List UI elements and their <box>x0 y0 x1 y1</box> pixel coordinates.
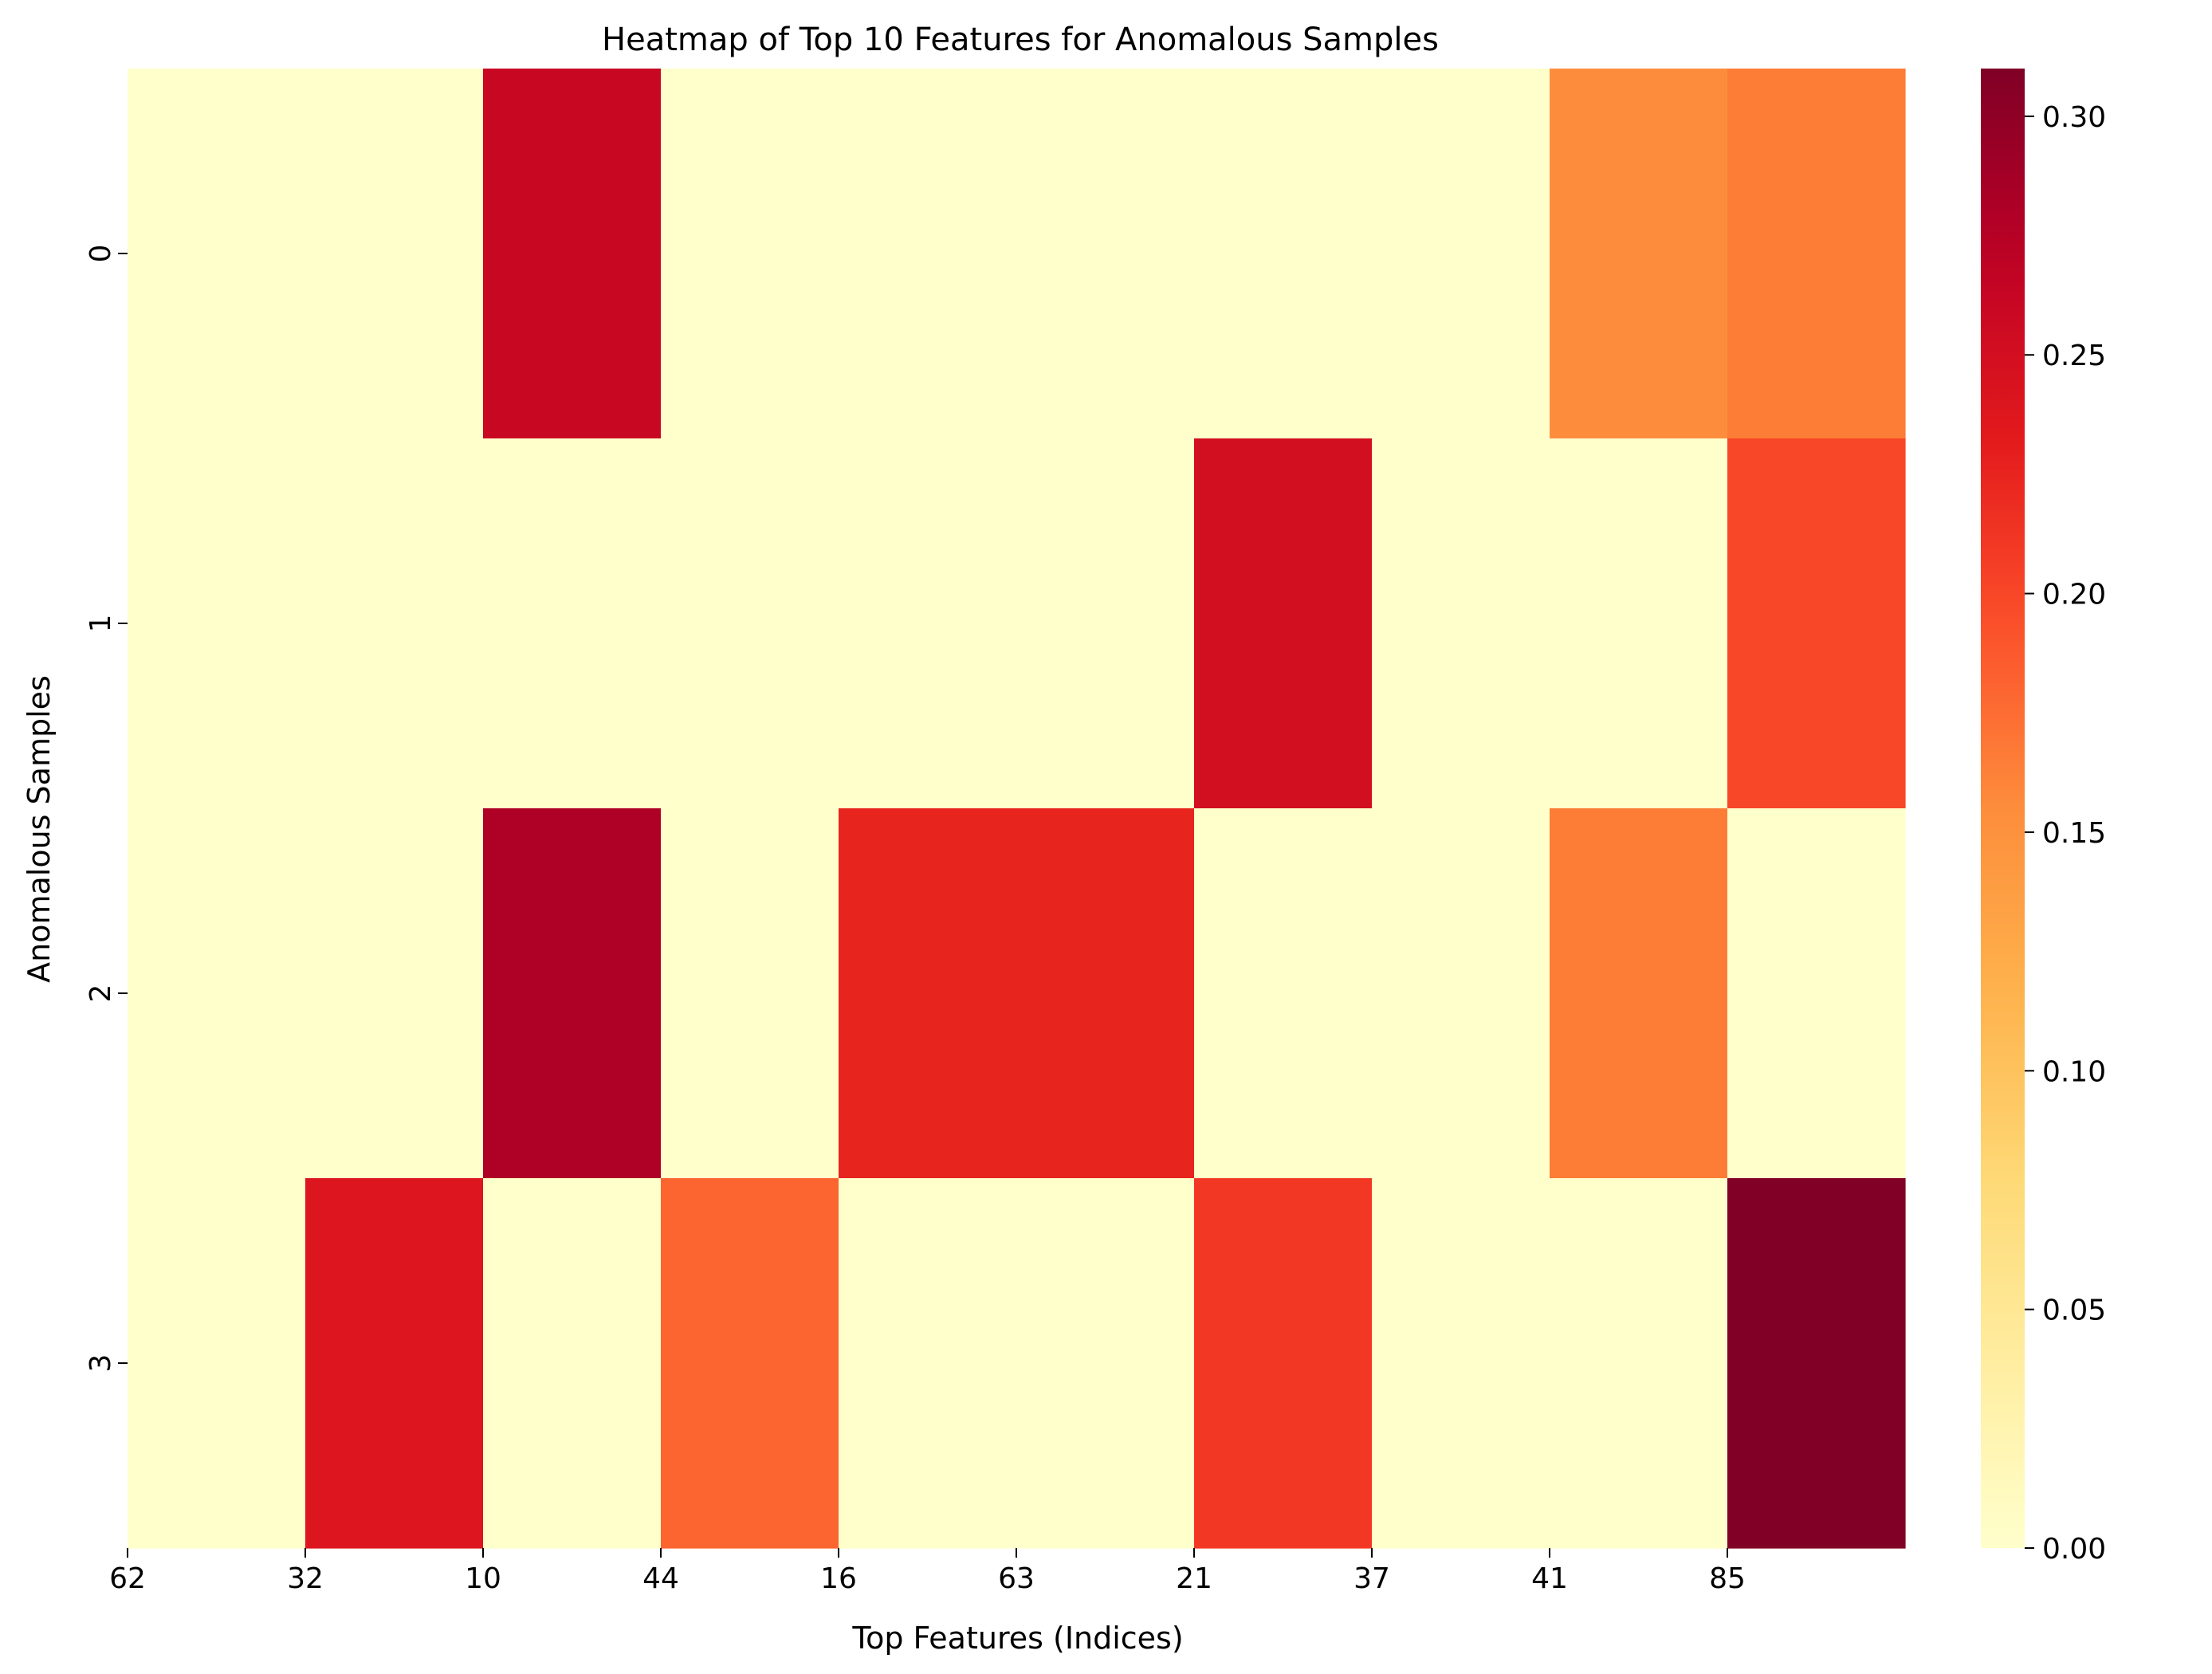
heatmap-cell <box>305 69 484 439</box>
heatmap-cell <box>839 1178 1017 1549</box>
heatmap-cell <box>1016 69 1195 439</box>
heatmap-cell <box>128 1178 306 1549</box>
heatmap-cell <box>1194 438 1373 809</box>
heatmap-cell <box>1372 808 1550 1179</box>
colorbar-tick-label: 0.00 <box>2042 1533 2106 1566</box>
x-tick-label: 21 <box>1176 1562 1212 1595</box>
y-tick-label: 3 <box>84 1354 117 1373</box>
heatmap-cell <box>483 1178 662 1549</box>
heatmap-cell <box>1727 808 1906 1179</box>
y-axis-label: Anomalous Samples <box>22 675 57 983</box>
heatmap-cell <box>128 438 306 809</box>
x-axis-ticks: 62 32 10 44 16 63 21 37 41 85 <box>109 1548 1746 1595</box>
x-tick-label: 10 <box>465 1562 501 1595</box>
x-tick-label: 44 <box>642 1562 679 1595</box>
y-tick-label: 2 <box>84 984 117 1003</box>
colorbar-tick-label: 0.20 <box>2042 579 2106 611</box>
heatmap-cell <box>1194 808 1373 1179</box>
heatmap-cell <box>305 438 484 809</box>
heatmap-cell <box>1727 69 1906 439</box>
heatmap-cell <box>1016 808 1195 1179</box>
colorbar-tick-label: 0.30 <box>2042 101 2106 134</box>
y-tick-label: 0 <box>84 245 117 263</box>
x-axis-label: Top Features (Indices) <box>851 1621 1183 1656</box>
heatmap-cell <box>483 438 662 809</box>
heatmap-cell <box>1016 1178 1195 1549</box>
heatmap-cell <box>1550 69 1728 439</box>
colorbar <box>1981 69 2025 1548</box>
heatmap-cell <box>839 69 1017 439</box>
colorbar-tick-label: 0.05 <box>2042 1295 2106 1327</box>
heatmap-cell <box>1550 438 1728 809</box>
heatmap-cell <box>128 808 306 1179</box>
heatmap-cell <box>305 808 484 1179</box>
colorbar-tick-label: 0.10 <box>2042 1055 2106 1088</box>
heatmap-cell <box>1727 1178 1906 1549</box>
heatmap-cell <box>1372 438 1550 809</box>
heatmap-cell <box>661 69 839 439</box>
x-tick-label: 85 <box>1709 1562 1746 1595</box>
heatmap-cell <box>483 808 662 1179</box>
heatmap-cell <box>661 1178 839 1549</box>
x-tick-label: 16 <box>820 1562 857 1595</box>
heatmap-cell <box>1194 1178 1373 1549</box>
x-tick-label: 62 <box>109 1562 146 1595</box>
heatmap-cell <box>661 808 839 1179</box>
heatmap-cell <box>1550 1178 1728 1549</box>
colorbar-tick-label: 0.15 <box>2042 817 2106 850</box>
heatmap-cell <box>1550 808 1728 1179</box>
x-tick-label: 41 <box>1531 1562 1568 1595</box>
x-tick-label: 37 <box>1354 1562 1390 1595</box>
heatmap-cell <box>128 69 306 439</box>
heatmap-cell <box>1372 1178 1550 1549</box>
heatmap-cell <box>483 69 662 439</box>
colorbar-ticks: 0.00 0.05 0.10 0.15 0.20 0.25 0.30 <box>2025 101 2106 1566</box>
heatmap-cell <box>839 808 1017 1179</box>
heatmap-cell <box>1016 438 1195 809</box>
x-tick-label: 32 <box>287 1562 324 1595</box>
y-tick-label: 1 <box>84 615 117 633</box>
chart-title: Heatmap of Top 10 Features for Anomalous… <box>602 22 1439 58</box>
heatmap-cells <box>128 69 1906 1549</box>
colorbar-tick-label: 0.25 <box>2042 340 2106 372</box>
y-axis-ticks: 0 1 2 3 <box>84 245 128 1373</box>
heatmap-cell <box>1727 438 1906 809</box>
heatmap-cell <box>661 438 839 809</box>
heatmap-cell <box>305 1178 484 1549</box>
x-tick-label: 63 <box>998 1562 1035 1595</box>
heatmap-cell <box>1194 69 1373 439</box>
heatmap-cell <box>839 438 1017 809</box>
heatmap-cell <box>1372 69 1550 439</box>
